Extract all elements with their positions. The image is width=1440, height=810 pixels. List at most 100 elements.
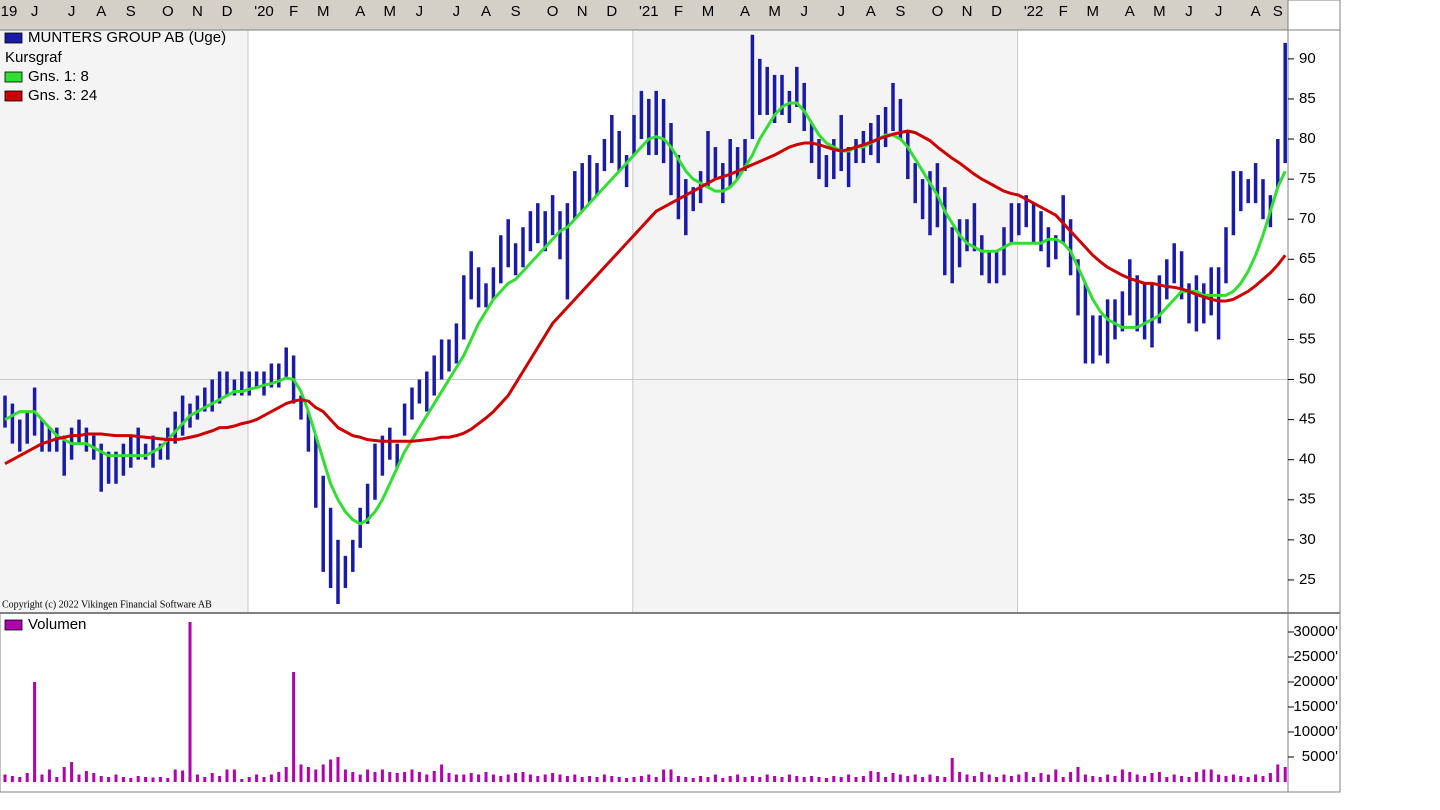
volume-bar xyxy=(410,769,414,782)
volume-bar xyxy=(114,774,118,782)
volume-bar xyxy=(654,777,658,782)
volume-bar xyxy=(595,777,599,782)
x-tick-label: M xyxy=(1153,3,1166,20)
y-tick-label: 75 xyxy=(1299,170,1316,187)
volume-bar xyxy=(1246,777,1250,782)
x-tick-label: J xyxy=(416,3,424,20)
x-tick-label: J xyxy=(31,3,39,20)
x-tick-label: '22 xyxy=(1024,3,1044,20)
volume-bar xyxy=(1143,776,1147,782)
volume-bar xyxy=(210,773,214,782)
x-tick-label: A xyxy=(1125,3,1135,20)
volume-bar xyxy=(839,777,843,782)
volume-bar xyxy=(1261,776,1265,782)
volume-bar xyxy=(1254,774,1258,782)
volume-bar xyxy=(491,774,495,782)
volume-bar xyxy=(736,774,740,782)
volume-bar xyxy=(1276,764,1280,782)
x-tick-label: J xyxy=(1185,3,1193,20)
x-tick-label: S xyxy=(511,3,521,20)
volume-bar xyxy=(913,774,917,782)
y-tick-label: 25000' xyxy=(1293,648,1338,665)
volume-bar xyxy=(92,773,96,782)
volume-bar xyxy=(1009,776,1013,782)
x-tick-label: O xyxy=(932,3,944,20)
volume-bar xyxy=(99,776,103,782)
volume-bar xyxy=(528,774,532,782)
volume-bar xyxy=(1128,772,1132,782)
x-tick-label: D xyxy=(991,3,1002,20)
volume-bar xyxy=(817,777,821,782)
legend-label: Gns. 1: 8 xyxy=(28,68,89,85)
volume-bar xyxy=(625,778,629,782)
volume-bar xyxy=(477,774,481,782)
volume-bar xyxy=(543,774,547,782)
volume-bar xyxy=(262,777,266,782)
background xyxy=(0,0,1288,612)
y-tick-label: 65 xyxy=(1299,250,1316,267)
volume-bar xyxy=(218,776,222,782)
x-tick-label: M xyxy=(702,3,715,20)
volume-bar xyxy=(1061,777,1065,782)
x-tick-label: J xyxy=(453,3,461,20)
x-tick-label: D xyxy=(606,3,617,20)
volume-bar xyxy=(1180,776,1184,782)
volume-bar xyxy=(780,777,784,782)
volume-bar xyxy=(521,772,525,782)
y-tick-label: 90 xyxy=(1299,50,1316,67)
volume-bar xyxy=(1098,777,1102,782)
x-tick-label: A xyxy=(96,3,106,20)
volume-bar xyxy=(935,776,939,782)
volume-bar xyxy=(181,770,185,782)
volume-bar xyxy=(1046,774,1050,782)
volume-bar xyxy=(1083,774,1087,782)
volume-bar xyxy=(1091,776,1095,782)
volume-bar xyxy=(232,769,236,782)
volume-bar xyxy=(514,773,518,782)
volume-bar xyxy=(1039,773,1043,782)
volume-bar xyxy=(810,776,814,782)
volume-bar xyxy=(1002,774,1006,782)
legend-label: MUNTERS GROUP AB (Uge) xyxy=(28,29,226,46)
volume-bar xyxy=(684,777,688,782)
x-tick-label: A xyxy=(355,3,365,20)
volume-bar xyxy=(765,774,769,782)
volume-bar xyxy=(987,774,991,782)
volume-bar xyxy=(921,777,925,782)
volume-bar xyxy=(188,622,192,782)
volume-bar xyxy=(417,772,421,782)
volume-bar xyxy=(1150,773,1154,782)
volume-bar xyxy=(824,778,828,782)
volume-bar xyxy=(891,773,895,782)
volume-bar xyxy=(854,777,858,782)
volume-bar xyxy=(795,776,799,782)
y-tick-label: 50 xyxy=(1299,370,1316,387)
x-tick-label: D xyxy=(222,3,233,20)
volume-bar xyxy=(861,776,865,782)
y-tick-label: 85 xyxy=(1299,90,1316,107)
year-shade xyxy=(632,30,1018,612)
x-tick-label: A xyxy=(866,3,876,20)
volume-bar xyxy=(965,774,969,782)
y-tick-label: 80 xyxy=(1299,130,1316,147)
volume-bar xyxy=(610,776,614,782)
x-tick-label: M xyxy=(384,3,397,20)
legend-swatch xyxy=(4,619,23,631)
volume-bar xyxy=(980,772,984,782)
volume-bar xyxy=(403,772,407,782)
volume-bar xyxy=(292,672,296,782)
volume-bar xyxy=(699,776,703,782)
x-tick-label: F xyxy=(674,3,683,20)
volume-bar xyxy=(321,764,325,782)
volume-bar xyxy=(884,777,888,782)
volume-bar xyxy=(676,776,680,782)
volume-bar xyxy=(506,774,510,782)
volume-bar xyxy=(454,774,458,782)
volume-bar xyxy=(33,682,37,782)
x-tick-label: A xyxy=(481,3,491,20)
volume-bar xyxy=(802,777,806,782)
volume-bar xyxy=(247,777,251,782)
volume-bar xyxy=(136,776,140,782)
